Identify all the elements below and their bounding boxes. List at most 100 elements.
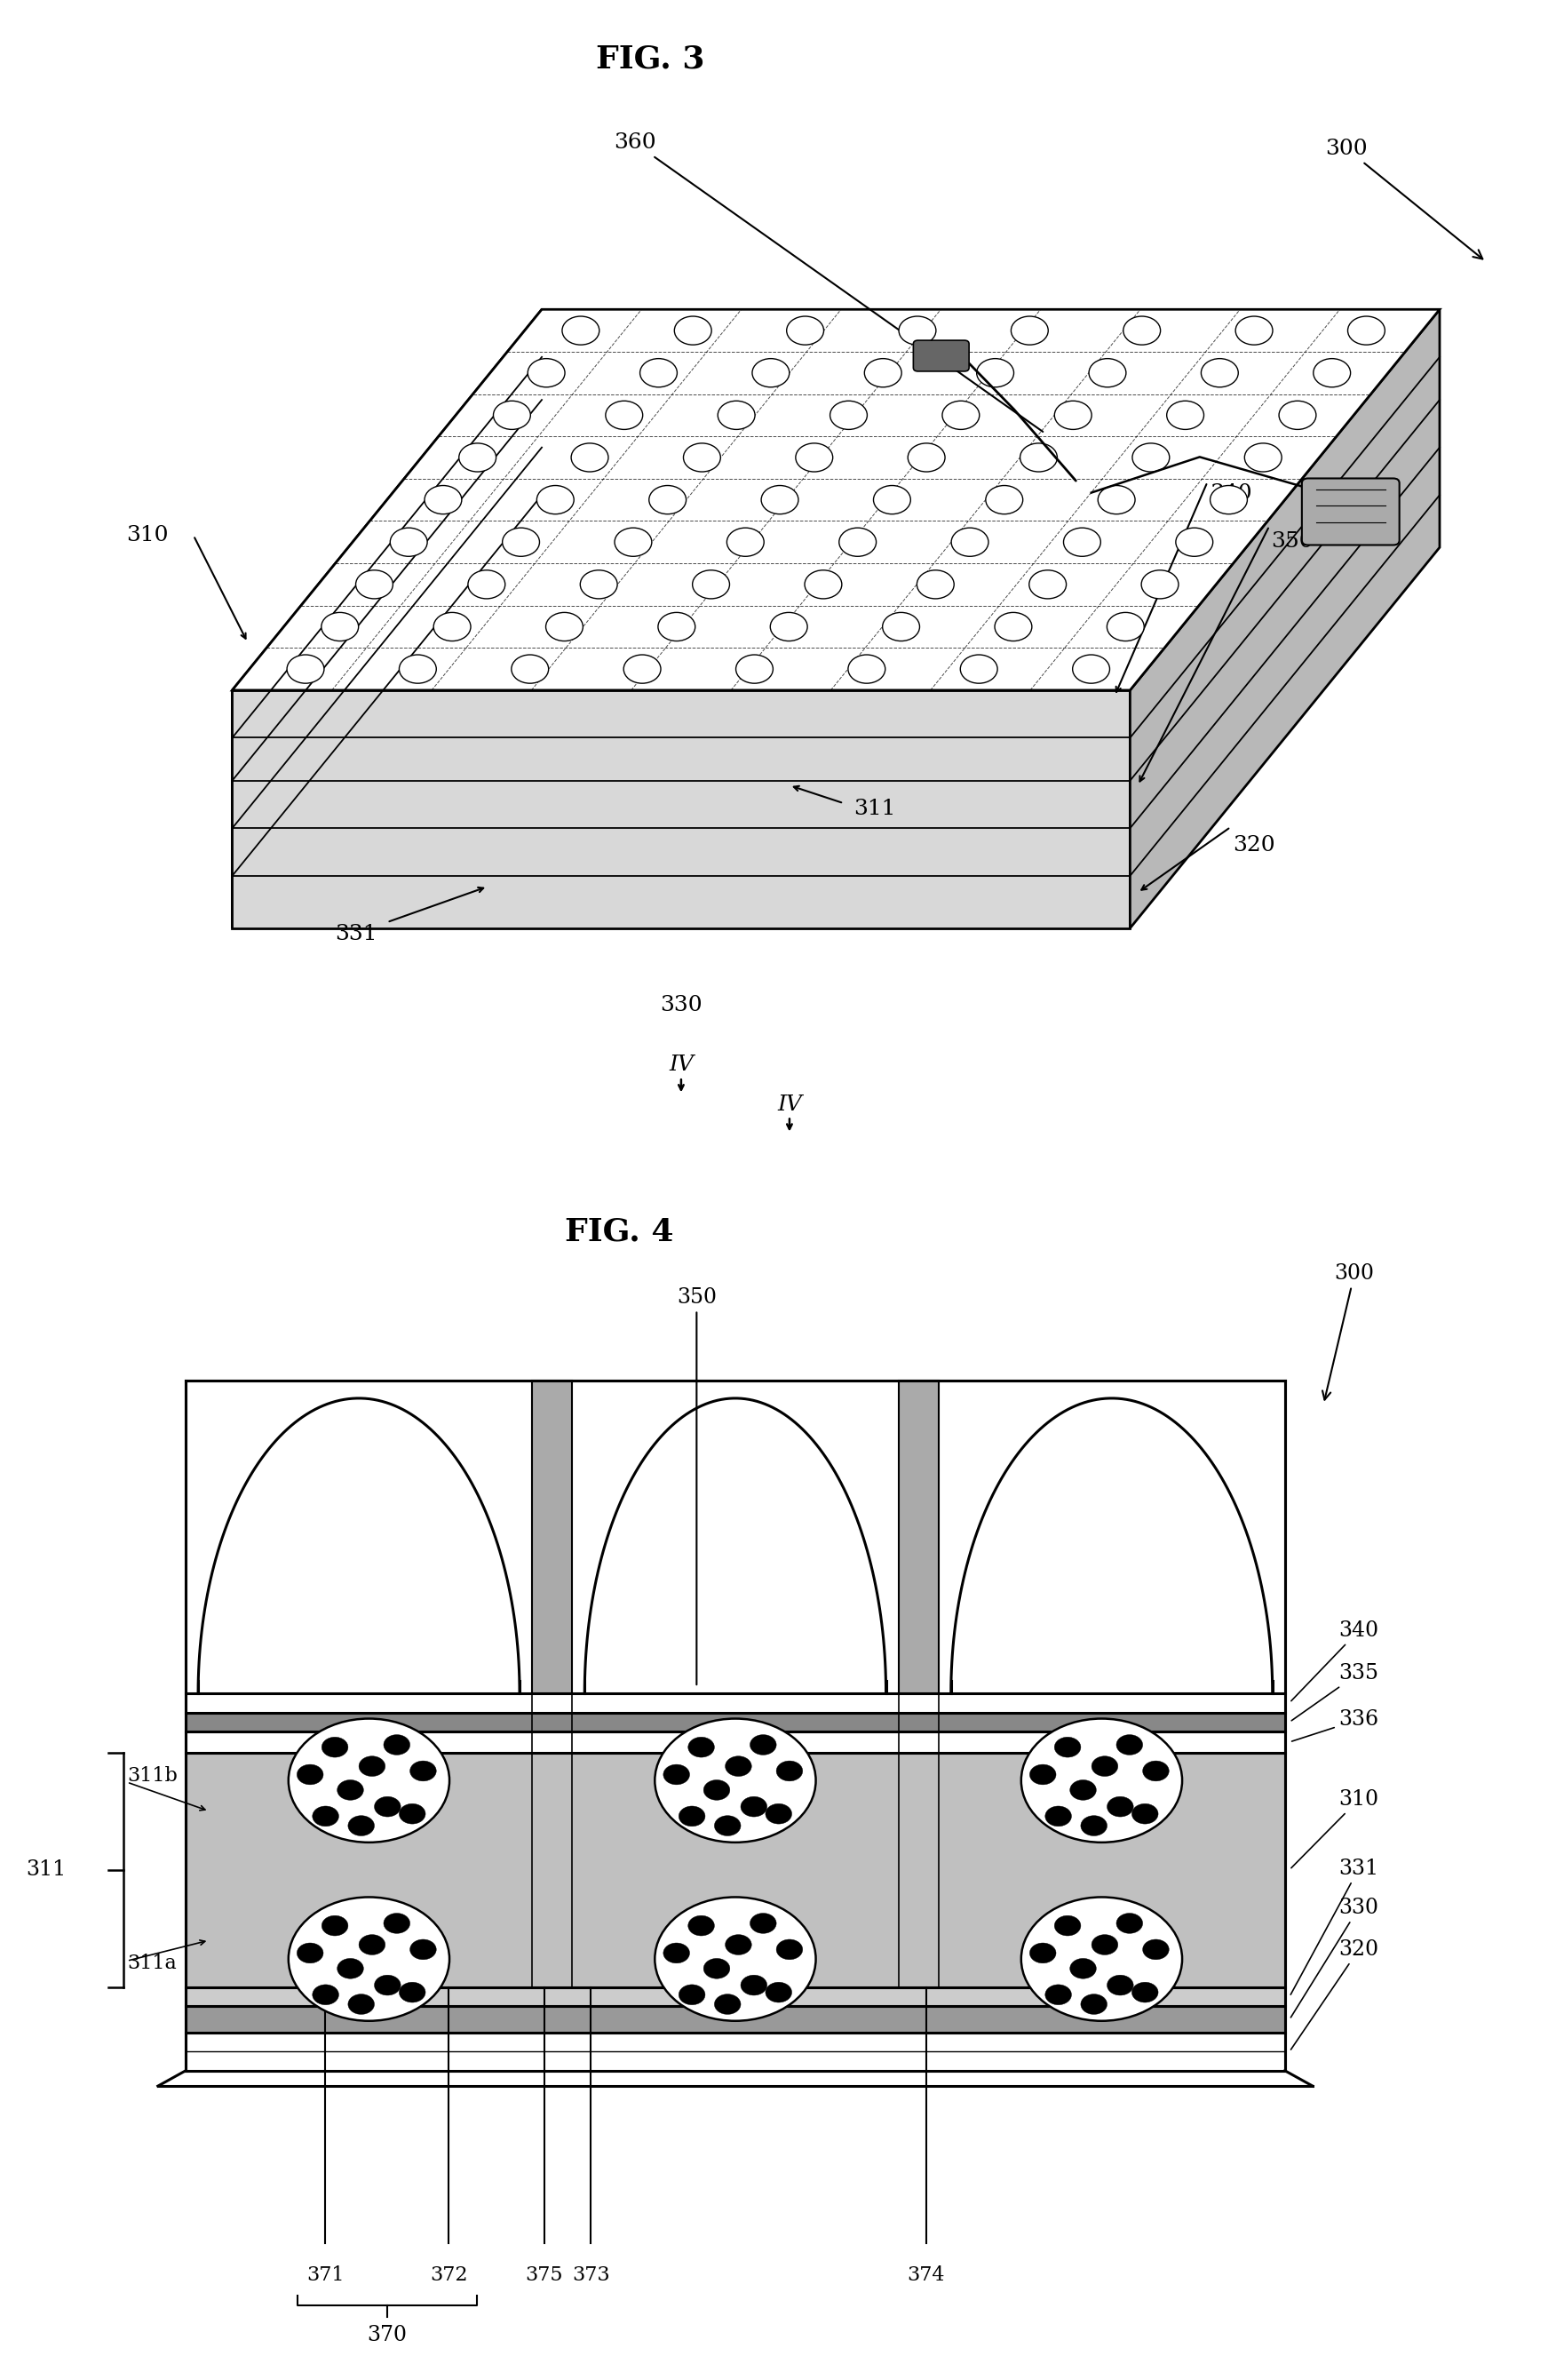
Polygon shape [186,1380,1285,1692]
Circle shape [1141,571,1178,600]
Circle shape [728,528,765,557]
Text: 311a: 311a [127,1954,176,1973]
Circle shape [410,1940,437,1959]
Polygon shape [186,1711,1285,1733]
Circle shape [655,1718,816,1842]
Text: 375: 375 [525,2266,563,2285]
Polygon shape [533,1380,573,1692]
Polygon shape [232,309,542,928]
Circle shape [1029,571,1067,600]
Circle shape [348,1816,375,1835]
Polygon shape [186,2033,1285,2071]
Circle shape [899,317,937,345]
Circle shape [1235,317,1272,345]
Circle shape [1211,486,1248,514]
Circle shape [678,1806,704,1825]
Circle shape [399,654,437,683]
Circle shape [1088,359,1125,388]
Text: 300: 300 [1322,1264,1375,1399]
Circle shape [649,486,686,514]
Circle shape [830,400,867,428]
Text: 370: 370 [367,2325,407,2344]
Text: 331: 331 [334,923,378,945]
Circle shape [458,443,495,471]
Circle shape [683,443,720,471]
Circle shape [786,317,824,345]
Circle shape [399,1804,426,1823]
Circle shape [740,1797,768,1816]
Circle shape [718,400,755,428]
Circle shape [796,443,833,471]
Circle shape [960,654,997,683]
Circle shape [771,612,808,640]
Text: 350: 350 [1271,531,1314,552]
Circle shape [639,359,676,388]
Circle shape [873,486,910,514]
Circle shape [562,317,599,345]
Circle shape [1070,1780,1096,1799]
Text: 300: 300 [1325,138,1483,259]
Circle shape [692,571,729,600]
Text: 336: 336 [1293,1709,1379,1742]
Text: 310: 310 [125,526,169,545]
Circle shape [1091,1935,1118,1954]
Circle shape [313,1985,339,2004]
Circle shape [995,612,1033,640]
Circle shape [663,1764,690,1785]
Circle shape [1070,1959,1096,1978]
Polygon shape [186,1692,1285,1711]
Circle shape [663,1942,690,1963]
Circle shape [703,1780,729,1799]
Circle shape [467,571,505,600]
Circle shape [1116,1735,1142,1754]
Polygon shape [232,690,1130,928]
Text: 330: 330 [659,995,703,1016]
Circle shape [286,654,324,683]
Circle shape [615,528,652,557]
Circle shape [356,571,393,600]
Circle shape [658,612,695,640]
Circle shape [703,1959,729,1978]
Circle shape [749,1914,777,1933]
Circle shape [384,1735,410,1754]
Polygon shape [186,2006,1285,2033]
Circle shape [749,1735,777,1754]
Circle shape [322,1737,348,1756]
Text: 331: 331 [1291,1859,1379,1994]
Circle shape [580,571,618,600]
Circle shape [1132,443,1169,471]
Circle shape [724,1756,751,1775]
Circle shape [297,1942,324,1963]
Text: 350: 350 [676,1288,717,1685]
Circle shape [546,612,584,640]
Text: 335: 335 [1291,1664,1379,1721]
Circle shape [1045,1806,1071,1825]
Circle shape [1054,400,1091,428]
Circle shape [1022,1897,1183,2021]
Circle shape [848,654,885,683]
Circle shape [882,612,920,640]
Circle shape [511,654,548,683]
Text: 360: 360 [613,133,1043,431]
Circle shape [1142,1940,1169,1959]
Circle shape [424,486,461,514]
Circle shape [1124,317,1161,345]
Circle shape [359,1756,385,1775]
Circle shape [714,1816,740,1835]
Circle shape [1107,1797,1133,1816]
Circle shape [1045,1985,1071,2004]
Circle shape [1245,443,1282,471]
Circle shape [735,654,772,683]
Circle shape [1063,528,1101,557]
Text: 373: 373 [571,2266,610,2285]
Circle shape [952,528,989,557]
Circle shape [337,1780,364,1799]
Circle shape [410,1761,437,1780]
Text: 330: 330 [1291,1897,1379,2018]
Circle shape [1107,1975,1133,1994]
Text: 371: 371 [307,2266,344,2285]
FancyBboxPatch shape [1302,478,1399,545]
Circle shape [1073,654,1110,683]
Circle shape [528,359,565,388]
Text: IV: IV [669,1054,694,1076]
